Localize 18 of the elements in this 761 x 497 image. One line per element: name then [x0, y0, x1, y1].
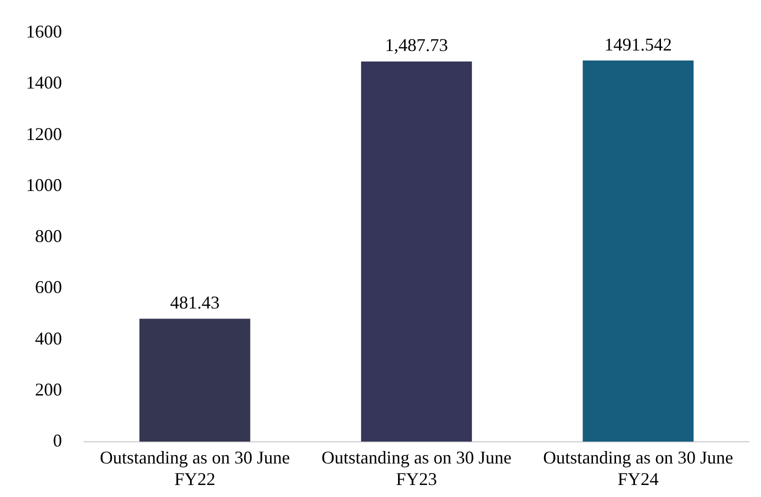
y-tick-label: 1600	[26, 22, 62, 42]
x-tick-label: Outstanding as on 30 June FY24	[543, 447, 734, 489]
y-tick-label: 200	[35, 379, 62, 400]
x-tick-label: Outstanding as on 30 June FY23	[322, 447, 512, 489]
y-tick-label: 1000	[26, 174, 62, 195]
y-tick-label: 1200	[26, 124, 62, 144]
x-tick-label: Outstanding as on 30 June FY22	[100, 447, 290, 489]
bar	[361, 62, 472, 442]
data-label: 1491.542	[604, 34, 672, 54]
y-tick-label: 800	[35, 226, 62, 246]
data-label: 1,487.73	[385, 35, 448, 56]
bar	[139, 318, 250, 442]
y-tick-label: 0	[53, 430, 62, 451]
bar	[582, 60, 694, 442]
y-tick-label: 600	[35, 277, 62, 298]
y-tick-label: 400	[35, 328, 62, 348]
data-label: 481.43	[170, 292, 220, 312]
y-tick-label: 1400	[26, 72, 62, 93]
